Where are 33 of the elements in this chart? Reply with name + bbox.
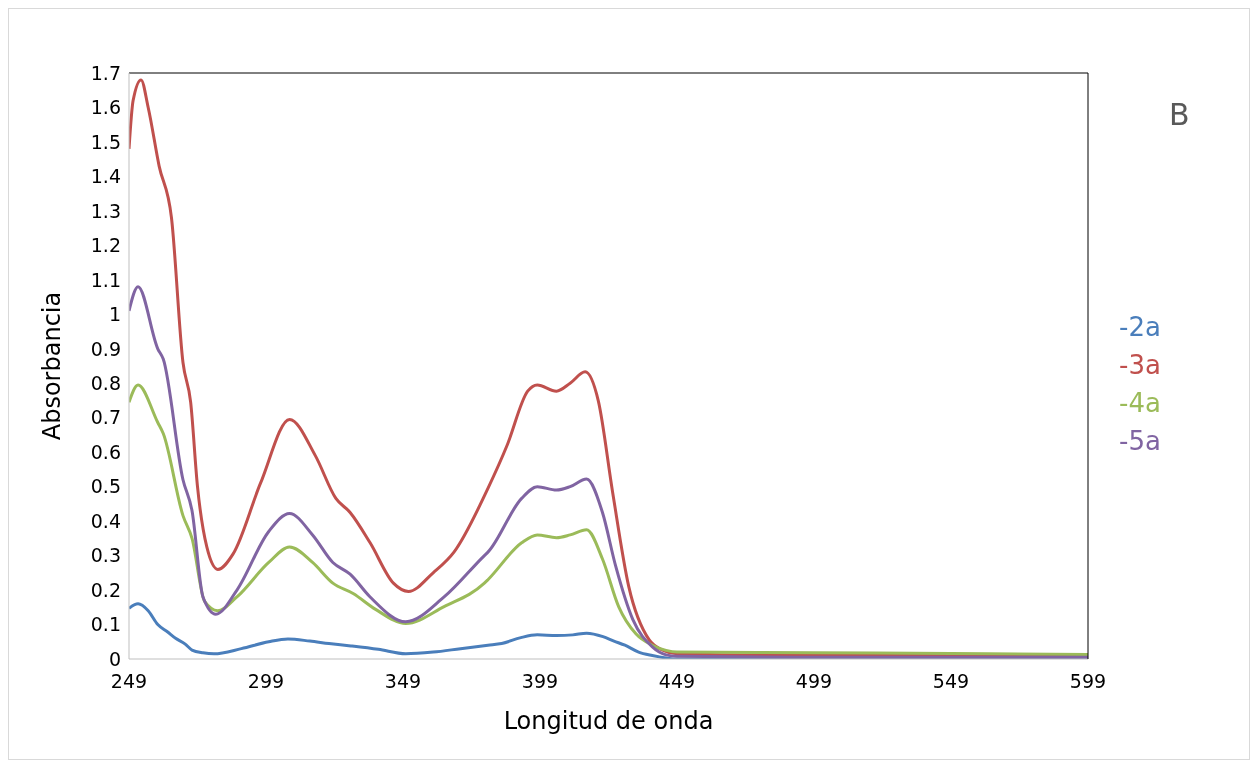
y-tick-label: 0.1 — [90, 613, 121, 636]
y-axis-title: Absorbancia — [37, 291, 66, 441]
x-tick-label: 249 — [110, 670, 148, 693]
y-tick-label: 1 — [108, 303, 121, 326]
x-tick-label: 349 — [384, 670, 422, 693]
x-tick-label: 449 — [658, 670, 696, 693]
y-tick-label: 0.6 — [90, 440, 121, 463]
x-tick-label: 549 — [932, 670, 970, 693]
y-tick-label: 0.3 — [90, 544, 121, 567]
text: -3a — [1119, 349, 1162, 382]
x-tick-label: 499 — [795, 670, 833, 693]
x-tick-label: 599 — [1069, 670, 1107, 693]
text: -4a — [1119, 387, 1162, 420]
y-tick-label: 0.7 — [90, 406, 121, 429]
y-tick-label: 0.4 — [90, 509, 121, 532]
text: -5a — [1119, 425, 1162, 458]
y-tick-label: 0.8 — [90, 371, 121, 394]
y-tick-label: 1.5 — [90, 130, 121, 153]
y-tick-label: 0.9 — [90, 337, 121, 360]
x-axis-title: Longitud de onda — [503, 707, 714, 735]
y-tick-label: 0.2 — [90, 578, 121, 601]
y-tick-label: 1.7 — [90, 61, 121, 84]
y-tick-label: 1.3 — [90, 199, 121, 222]
x-tick-label: 399 — [521, 670, 559, 693]
text: -2a — [1119, 311, 1162, 344]
y-tick-label: 0.5 — [90, 475, 121, 498]
y-tick-label: 1.2 — [90, 234, 121, 257]
y-tick-label: 1.1 — [90, 268, 121, 291]
text: B — [1169, 97, 1190, 132]
x-tick-label: 299 — [247, 670, 285, 693]
y-tick-label: 1.4 — [90, 165, 121, 188]
y-tick-label: 0 — [108, 647, 121, 670]
y-tick-label: 1.6 — [90, 96, 121, 119]
